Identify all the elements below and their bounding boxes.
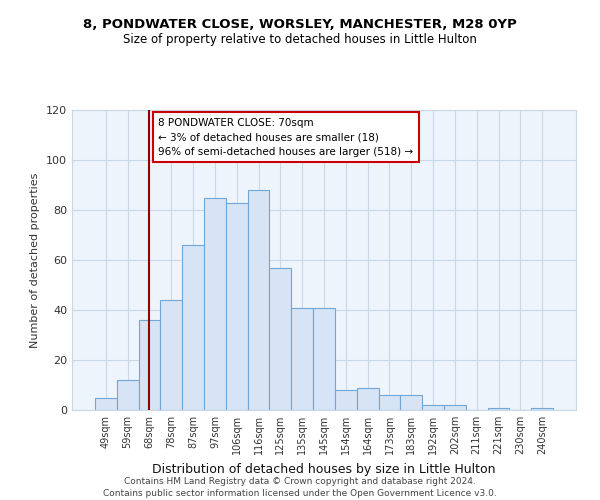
Bar bbox=[204, 198, 226, 410]
Text: Contains public sector information licensed under the Open Government Licence v3: Contains public sector information licen… bbox=[103, 489, 497, 498]
Bar bbox=[488, 408, 509, 410]
Bar bbox=[95, 398, 117, 410]
Bar bbox=[139, 320, 160, 410]
Text: Size of property relative to detached houses in Little Hulton: Size of property relative to detached ho… bbox=[123, 32, 477, 46]
Bar bbox=[335, 390, 357, 410]
Bar bbox=[400, 395, 422, 410]
X-axis label: Distribution of detached houses by size in Little Hulton: Distribution of detached houses by size … bbox=[152, 462, 496, 475]
Bar bbox=[226, 202, 248, 410]
Bar bbox=[444, 405, 466, 410]
Bar bbox=[291, 308, 313, 410]
Text: 8, PONDWATER CLOSE, WORSLEY, MANCHESTER, M28 0YP: 8, PONDWATER CLOSE, WORSLEY, MANCHESTER,… bbox=[83, 18, 517, 30]
Bar bbox=[248, 190, 269, 410]
Bar bbox=[422, 405, 444, 410]
Text: Contains HM Land Registry data © Crown copyright and database right 2024.: Contains HM Land Registry data © Crown c… bbox=[124, 478, 476, 486]
Y-axis label: Number of detached properties: Number of detached properties bbox=[31, 172, 40, 348]
Text: 8 PONDWATER CLOSE: 70sqm
← 3% of detached houses are smaller (18)
96% of semi-de: 8 PONDWATER CLOSE: 70sqm ← 3% of detache… bbox=[158, 118, 413, 157]
Bar bbox=[160, 300, 182, 410]
Bar bbox=[117, 380, 139, 410]
Bar bbox=[269, 268, 291, 410]
Bar bbox=[357, 388, 379, 410]
Bar bbox=[379, 395, 400, 410]
Bar bbox=[182, 245, 204, 410]
Bar bbox=[313, 308, 335, 410]
Bar bbox=[531, 408, 553, 410]
